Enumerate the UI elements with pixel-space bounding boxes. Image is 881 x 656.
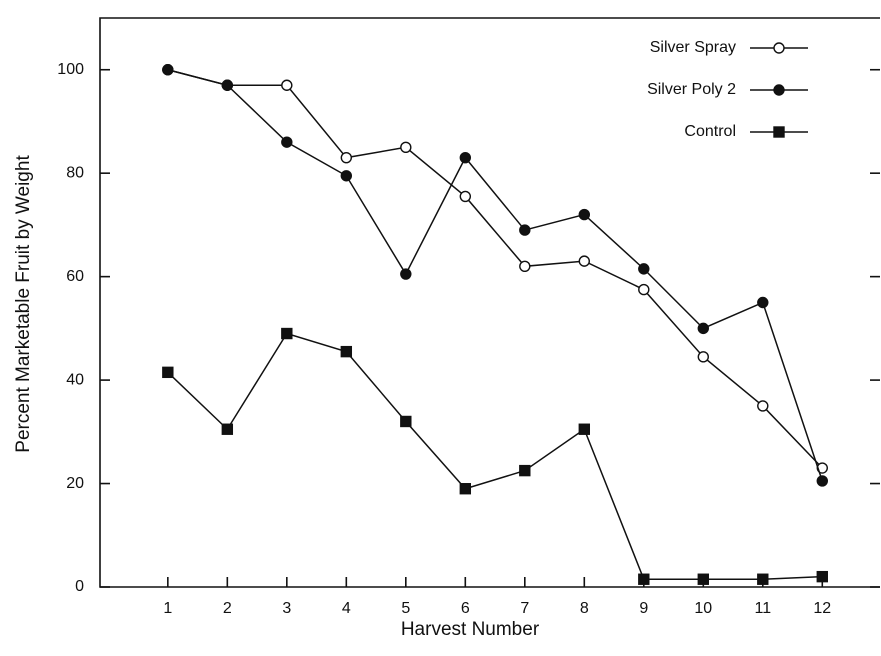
marker bbox=[638, 283, 650, 296]
marker bbox=[578, 423, 591, 435]
y-tick-label: 20 bbox=[66, 475, 84, 492]
x-tick-label: 7 bbox=[520, 600, 529, 617]
marker bbox=[757, 296, 769, 309]
x-tick-label: 6 bbox=[461, 600, 470, 617]
y-tick-label: 60 bbox=[66, 268, 84, 285]
marker bbox=[697, 351, 709, 363]
series-line bbox=[167, 332, 823, 580]
marker bbox=[816, 475, 828, 487]
x-tick-label: 9 bbox=[639, 600, 648, 617]
series-line bbox=[167, 69, 823, 469]
marker bbox=[162, 64, 174, 76]
marker bbox=[459, 190, 472, 203]
marker bbox=[281, 79, 293, 91]
y-axis-label: Percent Marketable Fruit by Weight bbox=[13, 155, 34, 453]
marker bbox=[697, 573, 709, 585]
x-tick-label: 1 bbox=[163, 600, 172, 617]
plot-frame bbox=[99, 17, 880, 588]
y-tick-label: 80 bbox=[66, 164, 84, 181]
x-tick-label: 5 bbox=[401, 600, 410, 617]
marker bbox=[281, 136, 293, 148]
marker bbox=[757, 573, 769, 585]
y-tick-label: 100 bbox=[57, 61, 84, 78]
marker bbox=[221, 79, 234, 91]
marker bbox=[638, 573, 650, 585]
y-tick-label: 40 bbox=[66, 371, 84, 388]
legend-marker bbox=[773, 126, 785, 138]
x-tick-label: 3 bbox=[282, 600, 291, 617]
legend-label: Control bbox=[684, 123, 736, 140]
marker bbox=[400, 268, 412, 280]
marker bbox=[459, 483, 472, 495]
marker bbox=[400, 415, 412, 428]
y-tick-label: 0 bbox=[75, 578, 84, 595]
marker bbox=[578, 208, 591, 221]
legend-marker bbox=[773, 42, 785, 54]
legend-label: Silver Poly 2 bbox=[647, 81, 736, 98]
x-tick-label: 11 bbox=[754, 600, 771, 617]
marker bbox=[340, 345, 353, 358]
marker bbox=[340, 170, 353, 182]
marker bbox=[697, 322, 709, 335]
marker bbox=[340, 151, 353, 164]
marker bbox=[400, 141, 412, 154]
marker bbox=[519, 260, 531, 272]
marker bbox=[757, 400, 769, 412]
marker bbox=[459, 151, 472, 164]
marker bbox=[578, 255, 591, 267]
legend-label: Silver Spray bbox=[650, 39, 736, 56]
marker bbox=[519, 224, 531, 236]
legend-marker bbox=[773, 84, 785, 96]
marker bbox=[221, 423, 234, 435]
x-tick-label: 2 bbox=[223, 600, 232, 617]
x-tick-label: 12 bbox=[813, 600, 831, 617]
x-tick-label: 8 bbox=[580, 600, 589, 617]
series-line bbox=[167, 69, 823, 482]
x-tick-label: 4 bbox=[342, 600, 351, 617]
x-tick-label: 10 bbox=[694, 600, 712, 617]
marker bbox=[816, 570, 828, 583]
marker bbox=[638, 263, 650, 275]
x-axis-label: Harvest Number bbox=[401, 619, 540, 640]
marker bbox=[519, 464, 531, 477]
marker bbox=[162, 366, 174, 379]
marker bbox=[281, 327, 293, 340]
